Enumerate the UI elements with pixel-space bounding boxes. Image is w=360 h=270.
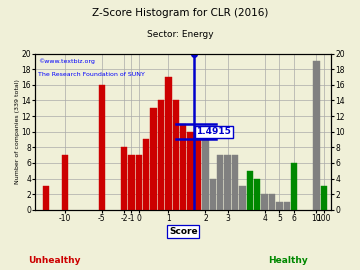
Bar bbox=[210, 178, 216, 210]
Bar bbox=[313, 61, 320, 210]
Bar bbox=[136, 155, 142, 210]
Bar bbox=[165, 77, 171, 210]
Bar bbox=[43, 186, 49, 210]
Bar bbox=[188, 132, 194, 210]
Bar bbox=[254, 178, 260, 210]
Bar bbox=[232, 155, 238, 210]
Text: Z-Score Histogram for CLR (2016): Z-Score Histogram for CLR (2016) bbox=[92, 8, 268, 18]
Bar bbox=[158, 100, 164, 210]
Bar bbox=[239, 186, 246, 210]
Bar bbox=[180, 124, 186, 210]
Text: The Research Foundation of SUNY: The Research Foundation of SUNY bbox=[38, 72, 145, 77]
Bar bbox=[195, 140, 201, 210]
Bar bbox=[247, 171, 253, 210]
Text: Healthy: Healthy bbox=[268, 256, 308, 265]
Bar bbox=[62, 155, 68, 210]
Bar bbox=[173, 100, 179, 210]
X-axis label: Score: Score bbox=[169, 227, 198, 236]
Bar bbox=[261, 194, 268, 210]
Bar bbox=[143, 140, 149, 210]
Bar bbox=[291, 163, 297, 210]
Bar bbox=[99, 85, 105, 210]
Bar bbox=[128, 155, 135, 210]
Y-axis label: Number of companies (339 total): Number of companies (339 total) bbox=[15, 79, 20, 184]
Bar bbox=[217, 155, 223, 210]
Bar bbox=[224, 155, 231, 210]
Text: ©www.textbiz.org: ©www.textbiz.org bbox=[38, 58, 95, 64]
Bar bbox=[321, 186, 327, 210]
Bar bbox=[269, 194, 275, 210]
Bar bbox=[202, 140, 208, 210]
Bar bbox=[121, 147, 127, 210]
Text: 1.4915: 1.4915 bbox=[197, 127, 231, 136]
Text: Sector: Energy: Sector: Energy bbox=[147, 30, 213, 39]
Bar bbox=[276, 202, 283, 210]
Bar bbox=[150, 108, 157, 210]
Bar bbox=[284, 202, 290, 210]
Text: Unhealthy: Unhealthy bbox=[28, 256, 80, 265]
